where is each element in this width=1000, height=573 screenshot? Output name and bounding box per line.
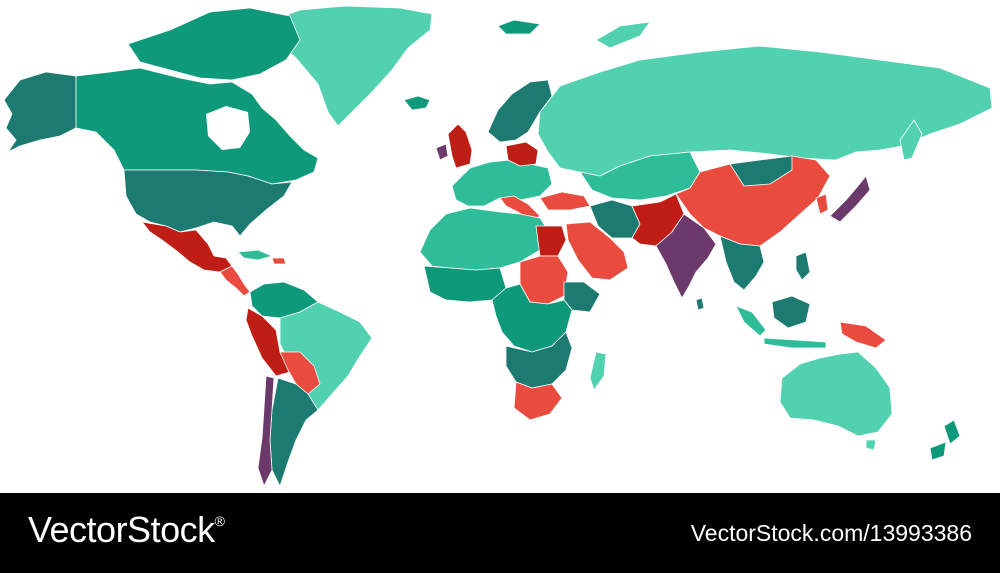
- new-zealand: [943, 419, 961, 445]
- philippines: [795, 251, 811, 281]
- canada: [75, 67, 319, 185]
- west-africa: [423, 265, 507, 303]
- turkey: [539, 191, 591, 211]
- poland-central-europe: [505, 141, 539, 167]
- chile: [257, 375, 275, 487]
- watermark-brand: VectorStock®: [28, 509, 225, 551]
- world-map: [3, 5, 993, 487]
- watermark-bar: VectorStock® VectorStock.com/13993386: [0, 493, 1000, 573]
- egypt: [535, 225, 567, 257]
- russia: [537, 45, 993, 177]
- caribbean-islands: [237, 249, 273, 261]
- greenland: [267, 5, 433, 127]
- canada-arctic-islands: [127, 7, 301, 81]
- hudson-bay: [206, 106, 250, 150]
- iceland: [403, 95, 431, 111]
- java-timor: [763, 337, 827, 349]
- sri-lanka: [695, 297, 705, 311]
- mongolia: [729, 155, 793, 187]
- united-states: [123, 169, 293, 237]
- southern-africa-north: [505, 331, 573, 389]
- watermark-image-id: VectorStock.com/13993386: [690, 520, 972, 546]
- ireland: [435, 143, 449, 161]
- sumatra: [735, 305, 767, 337]
- alaska: [3, 71, 77, 153]
- western-europe: [451, 159, 553, 207]
- kamchatka: [899, 119, 923, 161]
- tasmania: [865, 439, 877, 451]
- new-zealand-south: [929, 441, 947, 461]
- central-america: [219, 265, 251, 297]
- new-guinea: [839, 321, 887, 349]
- korea: [815, 193, 829, 215]
- bolivia-paraguay: [279, 351, 321, 395]
- novaya-zemlya: [595, 21, 651, 49]
- saudi-arabia: [565, 221, 629, 281]
- southeast-asia: [719, 235, 765, 291]
- hispaniola: [271, 257, 287, 265]
- madagascar: [589, 351, 607, 391]
- ecuador-peru: [245, 307, 291, 377]
- south-africa: [513, 381, 563, 421]
- registered-mark: ®: [214, 513, 225, 529]
- central-africa: [491, 283, 573, 353]
- svalbard: [497, 19, 541, 35]
- watermark-brand-text: VectorStock: [28, 509, 215, 550]
- australia: [779, 351, 893, 437]
- india: [655, 213, 717, 299]
- united-kingdom: [447, 123, 473, 169]
- borneo-sulawesi: [771, 295, 811, 329]
- japan: [829, 175, 871, 223]
